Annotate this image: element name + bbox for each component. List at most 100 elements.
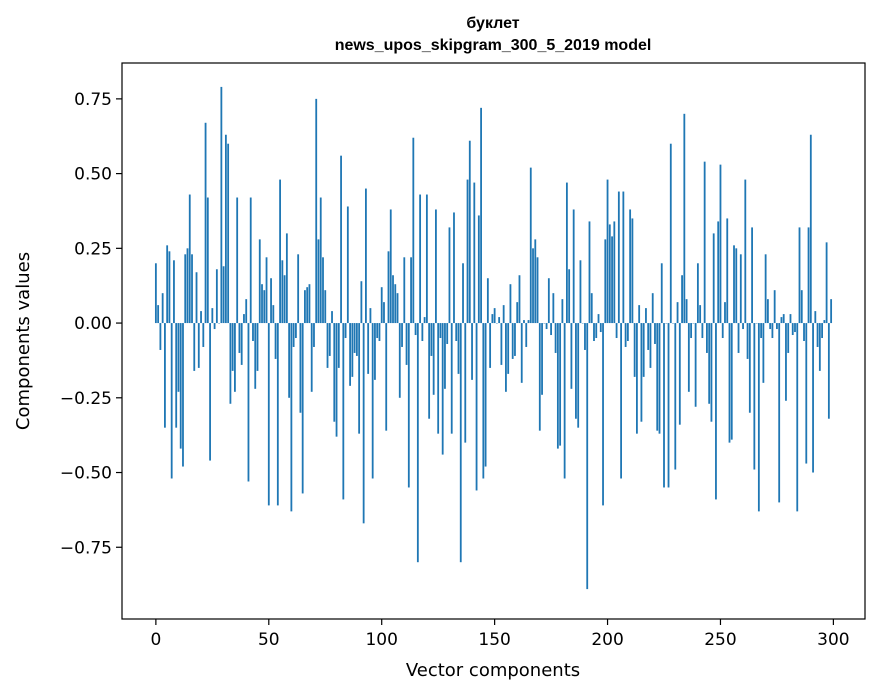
bar-169 [537, 257, 539, 323]
bar-215 [641, 323, 643, 422]
bar-76 [327, 323, 329, 368]
bar-192 [589, 221, 591, 323]
bar-214 [638, 305, 640, 323]
bar-199 [604, 239, 606, 323]
bar-160 [516, 302, 518, 323]
bar-161 [519, 275, 521, 323]
bar-193 [591, 293, 593, 323]
bar-132 [453, 212, 455, 323]
bar-295 [821, 323, 823, 338]
bar-267 [758, 323, 760, 511]
bar-93 [365, 189, 367, 324]
bar-217 [645, 308, 647, 323]
bar-281 [790, 314, 792, 323]
bar-103 [388, 251, 390, 323]
bar-51 [270, 278, 272, 323]
bar-18 [196, 272, 198, 323]
bar-299 [830, 299, 832, 323]
bar-180 [561, 299, 563, 323]
bar-294 [819, 323, 821, 371]
bar-26 [214, 323, 216, 329]
bar-197 [600, 323, 602, 332]
bar-107 [397, 293, 399, 323]
bar-48 [263, 290, 265, 323]
bar-94 [367, 323, 369, 374]
bar-119 [424, 317, 426, 323]
bar-296 [823, 320, 825, 323]
x-axis-label: Vector components [406, 660, 580, 681]
bar-64 [300, 323, 302, 413]
bar-5 [166, 245, 168, 323]
bar-185 [573, 209, 575, 323]
bar-35 [234, 323, 236, 392]
bar-271 [767, 299, 769, 323]
bar-8 [173, 260, 175, 323]
chart-title: буклет [466, 15, 519, 32]
bar-287 [803, 323, 805, 341]
bar-150 [494, 308, 496, 323]
bar-3 [162, 293, 164, 323]
bar-group [155, 87, 832, 589]
bar-9 [175, 323, 177, 428]
bar-216 [643, 323, 645, 377]
bar-54 [277, 323, 279, 505]
bar-167 [532, 248, 534, 323]
bar-147 [487, 278, 489, 323]
bar-178 [557, 323, 559, 449]
bar-126 [440, 323, 442, 338]
bar-275 [776, 323, 778, 329]
bar-237 [690, 323, 692, 338]
bar-183 [568, 269, 570, 323]
bar-68 [309, 284, 311, 323]
bar-34 [232, 323, 234, 371]
bar-97 [374, 323, 376, 380]
bar-205 [618, 192, 620, 324]
bar-284 [796, 323, 798, 511]
bar-298 [828, 323, 830, 419]
bar-157 [510, 284, 512, 323]
bar-148 [489, 323, 491, 368]
bar-182 [566, 183, 568, 323]
bar-106 [394, 284, 396, 323]
bar-87 [351, 323, 353, 377]
bar-118 [421, 323, 423, 341]
bar-262 [747, 323, 749, 359]
bar-100 [381, 287, 383, 323]
bar-175 [550, 323, 552, 335]
bar-22 [205, 123, 207, 323]
bar-170 [539, 323, 541, 431]
bar-65 [302, 323, 304, 493]
bar-95 [370, 308, 372, 323]
bar-136 [462, 263, 464, 323]
bar-256 [733, 245, 735, 323]
bar-291 [812, 323, 814, 472]
bar-225 [663, 323, 665, 487]
bar-6 [169, 251, 171, 323]
bar-201 [609, 224, 611, 323]
y-tick-label: 0.25 [74, 239, 112, 259]
bar-254 [729, 323, 731, 443]
bar-114 [412, 138, 414, 323]
bar-139 [469, 141, 471, 323]
bar-128 [444, 323, 446, 389]
bar-240 [697, 263, 699, 323]
bar-0 [155, 263, 157, 323]
bar-96 [372, 323, 374, 478]
bar-228 [670, 144, 672, 323]
bar-77 [329, 323, 331, 356]
bar-85 [347, 206, 349, 323]
bar-249 [717, 221, 719, 323]
bar-146 [485, 323, 487, 466]
bar-16 [191, 254, 193, 323]
bar-105 [392, 275, 394, 323]
bar-149 [491, 314, 493, 323]
bar-282 [792, 323, 794, 335]
bar-40 [245, 299, 247, 323]
bar-117 [419, 195, 421, 324]
bar-12 [182, 323, 184, 466]
bar-171 [541, 323, 543, 395]
y-axis-label: Components values [13, 252, 34, 430]
bar-207 [622, 192, 624, 324]
bar-223 [659, 323, 661, 434]
